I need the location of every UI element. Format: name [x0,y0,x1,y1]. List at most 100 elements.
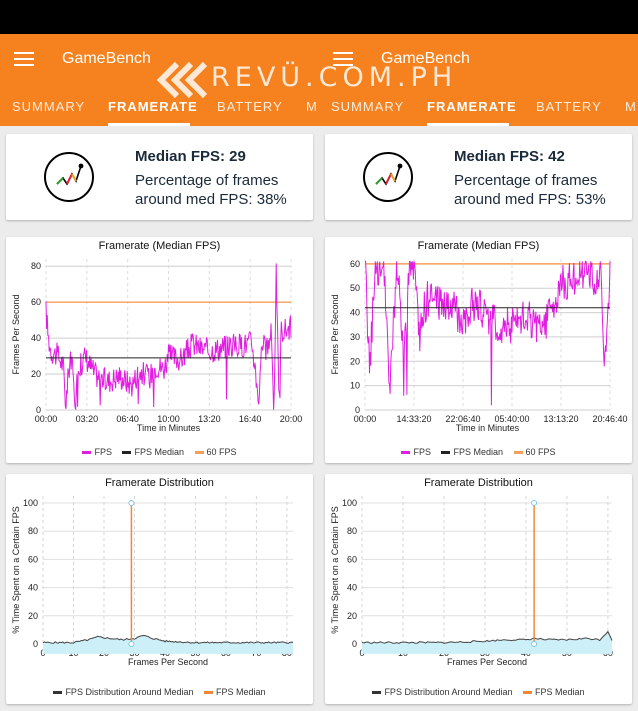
y-tick-label: 80 [28,526,38,536]
distribution-chart-card: Framerate Distribution 02040608010001020… [325,474,632,704]
x-tick-label: 06:40 [116,414,139,424]
y-tick-label: 40 [28,583,38,593]
tab-bar: SUMMARY FRAMERATE BATTERY MI [319,94,638,126]
chart-title: Framerate Distribution [105,477,214,489]
x-axis-label: Time in Minutes [137,423,201,433]
status-bar [0,0,638,34]
legend-median: FPS Median [523,687,585,697]
tab-battery[interactable]: BATTERY [536,99,602,114]
chart-legend: FPS Distribution Around Median FPS Media… [325,687,632,697]
fps-series-line [365,260,611,406]
app-title: GameBench [381,50,470,67]
y-axis-label: % Time Spent on a Certain FPS [11,506,21,634]
y-tick-label: 60 [28,554,38,564]
tab-framerate[interactable]: FRAMERATE [427,99,517,114]
right-pane: GameBench SUMMARY FRAMERATE BATTERY MI M… [319,34,638,711]
y-tick-label: 40 [31,333,41,343]
y-tick-label: 100 [23,498,38,508]
median-fps-title: Median FPS: 42 [454,148,565,165]
y-tick-label: 0 [36,405,41,415]
x-tick-label: 05:40:00 [494,414,529,424]
tab-more[interactable]: MI [625,99,638,114]
y-tick-label: 20 [350,356,360,366]
app-bar: GameBench SUMMARY FRAMERATE BATTERY MI [0,34,319,126]
framerate-chart: 0 10 20 30 40 50 60 00:00 14:33:20 22:06:40 05:40:… [330,259,628,433]
median-percentage-text: Percentage of frames around med FPS: 53% [454,172,606,208]
legend-60fps: 60 FPS [513,447,556,457]
x-tick-label: 10:00 [157,414,180,424]
tab-battery[interactable]: BATTERY [217,99,283,114]
chart-title: Framerate (Median FPS) [417,240,540,252]
median-fps-card: Median FPS: 42 Percentage of frames arou… [325,134,632,220]
hamburger-menu-icon[interactable] [333,52,353,66]
y-axis-label: Frames Per Second [330,294,340,374]
y-tick-label: 0 [352,639,357,649]
chart-title: Framerate Distribution [424,477,533,489]
legend-distribution: FPS Distribution Around Median [372,687,513,697]
y-tick-label: 0 [33,639,38,649]
y-tick-label: 50 [350,283,360,293]
x-tick-label: 20:46:40 [592,414,627,424]
active-tab-indicator [427,123,509,126]
distribution-chart: 0204060801000102030405060Frames Per Seco… [330,496,613,667]
median-fps-title: Median FPS: 29 [135,148,246,165]
x-tick-label: 13:20 [198,414,221,424]
active-tab-indicator [108,123,190,126]
legend-distribution: FPS Distribution Around Median [53,687,194,697]
framerate-chart: 0 20 40 60 80 00:00 03:20 06:40 10:00 13:20 16:40 2… [11,259,303,433]
hamburger-menu-icon[interactable] [14,52,34,66]
x-tick-label: 00:00 [354,414,377,424]
y-tick-label: 40 [350,308,360,318]
tab-bar: SUMMARY FRAMERATE BATTERY MI [0,94,319,126]
median-base-point [531,641,538,647]
legend-median: FPS Median [122,447,184,457]
distribution-chart: 02040608010001020304050607080Frames Per … [11,496,294,667]
left-pane: GameBench SUMMARY FRAMERATE BATTERY MI M… [0,34,319,711]
legend-fps: FPS [401,447,431,457]
tab-more[interactable]: MI [306,99,319,114]
distribution-area [362,631,612,654]
x-axis-label: Frames Per Second [447,657,527,667]
x-tick-label: 00:00 [35,414,58,424]
y-tick-label: 0 [355,405,360,415]
chart-title: Framerate (Median FPS) [98,240,221,252]
tab-summary[interactable]: SUMMARY [12,99,86,114]
legend-median: FPS Median [441,447,503,457]
gamebench-logo-icon [363,152,413,202]
x-axis-label: Frames Per Second [128,657,208,667]
y-axis-label: % Time Spent on a Certain FPS [330,506,340,634]
framerate-chart-card: Framerate (Median FPS) 0 20 40 60 80 00:00 03:… [6,237,313,463]
median-fps-card: Median FPS: 29 Percentage of frames arou… [6,134,313,220]
legend-60fps: 60 FPS [194,447,237,457]
y-tick-label: 60 [347,554,357,564]
median-percentage-text: Percentage of frames around med FPS: 38% [135,172,287,208]
x-tick-label: 13:13:20 [543,414,578,424]
legend-median: FPS Median [204,687,266,697]
app-bar: GameBench SUMMARY FRAMERATE BATTERY MI [319,34,638,126]
revu-watermark: REVÜ.COM.PH [155,60,495,100]
chart-legend: FPS FPS Median 60 FPS [325,447,632,457]
legend-fps: FPS [82,447,112,457]
chart-legend: FPS Distribution Around Median FPS Media… [6,687,313,697]
median-base-point [128,641,135,647]
x-tick-label: 20:00 [280,414,303,424]
app-title: GameBench [62,50,151,67]
x-tick-label: 14:33:20 [396,414,431,424]
tab-framerate[interactable]: FRAMERATE [108,99,198,114]
y-tick-label: 40 [347,583,357,593]
x-tick-label: 16:40 [239,414,262,424]
tab-summary[interactable]: SUMMARY [331,99,405,114]
gamebench-logo-icon [44,152,94,202]
y-tick-label: 20 [28,611,38,621]
x-tick-label: 03:20 [76,414,99,424]
distribution-line [42,634,294,644]
x-tick-label: 22:06:40 [445,414,480,424]
distribution-line [361,630,613,644]
chevron-logo-icon [156,61,208,99]
y-tick-label: 60 [31,297,41,307]
y-tick-label: 10 [350,381,360,391]
distribution-area [43,635,293,654]
framerate-chart-card: Framerate (Median FPS) 0 10 20 30 40 50 60 00:0… [325,237,632,463]
y-tick-label: 60 [350,259,360,269]
watermark-text: REVÜ.COM.PH [211,62,458,93]
